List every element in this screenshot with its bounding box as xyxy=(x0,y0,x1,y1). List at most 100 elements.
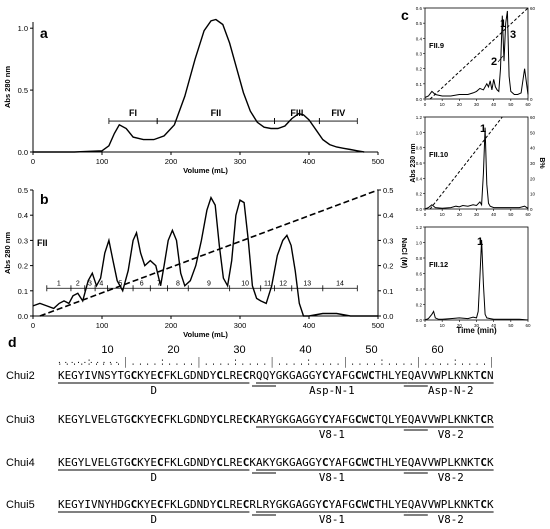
d-residue: C xyxy=(480,369,487,382)
d-residue: C xyxy=(157,456,164,469)
d-residue: V xyxy=(428,456,435,469)
d-residue: Y xyxy=(329,456,336,469)
d-residue: F xyxy=(164,413,171,426)
c-subplot-frame xyxy=(424,7,529,100)
d-residue: K xyxy=(282,498,289,511)
d-residue: Y xyxy=(144,498,151,511)
c-subplot-label: FII.10 xyxy=(429,150,448,159)
d-residue: C xyxy=(131,413,138,426)
d-residue: A xyxy=(256,413,263,426)
d-residue: A xyxy=(296,369,303,382)
d-residue: T xyxy=(375,369,382,382)
d-residue: C xyxy=(480,498,487,511)
d-ruler-number: 60 xyxy=(431,344,443,356)
d-residue: D xyxy=(203,456,210,469)
d-residue: K xyxy=(282,413,289,426)
d-residue: G xyxy=(348,456,355,469)
d-residue: Y xyxy=(210,369,217,382)
d-residue: Y xyxy=(104,498,111,511)
d-residue: Y xyxy=(78,456,85,469)
b-y-tick-label: 0.2 xyxy=(18,262,28,271)
d-residue: C xyxy=(216,413,223,426)
c-peak-label: 2 xyxy=(491,56,497,68)
d-residue: Y xyxy=(395,413,402,426)
d-residue: Q xyxy=(408,413,415,426)
d-residue: A xyxy=(414,456,421,469)
d-residue: C xyxy=(216,498,223,511)
d-residue: T xyxy=(117,369,124,382)
d-residue: V xyxy=(421,413,428,426)
d-residue: K xyxy=(137,498,144,511)
d-residue: E xyxy=(65,498,72,511)
b-fraction-label: 1 xyxy=(57,280,61,287)
d-residue: E xyxy=(150,413,157,426)
d-residue: Y xyxy=(315,498,322,511)
b-fraction-label: 10 xyxy=(241,280,249,287)
a-fraction-label-fiii: FIII xyxy=(290,108,303,118)
d-residue: Q xyxy=(381,413,388,426)
d-residue: K xyxy=(249,456,256,469)
c-y-tick-label: 0.1 xyxy=(416,82,423,87)
d-residue: K xyxy=(454,369,461,382)
c-y-tick-label: 0.5 xyxy=(416,21,423,26)
d-residue: K xyxy=(487,456,494,469)
d-residue: C xyxy=(157,369,164,382)
d-residue: W xyxy=(362,413,369,426)
d-residue: D xyxy=(190,369,197,382)
d-residue: N xyxy=(461,413,468,426)
d-residue: Y xyxy=(210,413,217,426)
d-residue: L xyxy=(447,369,454,382)
a-y-axis-label: Abs 280 nm xyxy=(3,66,12,108)
d-ruler-number: 20 xyxy=(167,344,179,356)
d-residue: Q xyxy=(408,369,415,382)
d-residue: C xyxy=(131,498,138,511)
d-residue: Q xyxy=(263,369,270,382)
d-residue: G xyxy=(111,456,118,469)
d-residue: L xyxy=(177,456,184,469)
d-residue: C xyxy=(355,369,362,382)
d-residue: P xyxy=(441,498,448,511)
a-x-tick-label: 200 xyxy=(165,157,178,166)
c-y-tick-label: 0.4 xyxy=(416,36,423,41)
d-residue: F xyxy=(164,498,171,511)
d-fragment-label: D xyxy=(150,513,157,526)
d-residue: R xyxy=(249,498,256,511)
d-fragment-label: D xyxy=(150,471,157,484)
d-residue: N xyxy=(487,369,494,382)
d-fragment-label: V8-1 xyxy=(319,428,345,441)
d-residue: C xyxy=(322,413,329,426)
d-residue: G xyxy=(183,456,190,469)
c-y-tick-label: 0.3 xyxy=(416,52,423,57)
d-fragment-label: D xyxy=(150,384,157,397)
b-fraction-label: 8 xyxy=(176,280,180,287)
d-residue: C xyxy=(368,413,375,426)
d-fragment-label: V8-1 xyxy=(319,471,345,484)
d-residue: N xyxy=(197,498,204,511)
d-residue: G xyxy=(276,456,283,469)
b-x-tick-label: 200 xyxy=(165,321,178,330)
d-residue: K xyxy=(454,456,461,469)
b-fraction-label: 11 xyxy=(264,280,271,287)
d-residue: K xyxy=(170,369,177,382)
d-residue: R xyxy=(230,456,237,469)
b-y-tick-label: 0.0 xyxy=(18,312,28,321)
d-residue: K xyxy=(58,413,65,426)
d-residue: G xyxy=(348,498,355,511)
d-residue: G xyxy=(111,413,118,426)
d-residue: L xyxy=(388,498,395,511)
d-residue: D xyxy=(190,498,197,511)
d-residue: L xyxy=(177,369,184,382)
d-residue: G xyxy=(348,369,355,382)
d-residue: L xyxy=(177,413,184,426)
d-residue: K xyxy=(282,456,289,469)
b-y-tick-label: 0.5 xyxy=(18,186,28,195)
d-seq-text: KEGYLVELGTGCKYECFKLGDNDYCLRECKARYGKGAGGY… xyxy=(58,413,494,426)
d-residue: E xyxy=(98,456,105,469)
d-residue: D xyxy=(203,413,210,426)
d-residue: L xyxy=(223,369,230,382)
b-x-tick-label: 400 xyxy=(303,321,316,330)
b-x-tick-label: 0 xyxy=(31,321,35,330)
d-residue: G xyxy=(124,456,131,469)
d-residue: R xyxy=(263,413,270,426)
d-seq-text: KEGYIVNYHDGCKYECFKLGDNDYCLRECRLRYGKGAGGY… xyxy=(58,498,494,511)
